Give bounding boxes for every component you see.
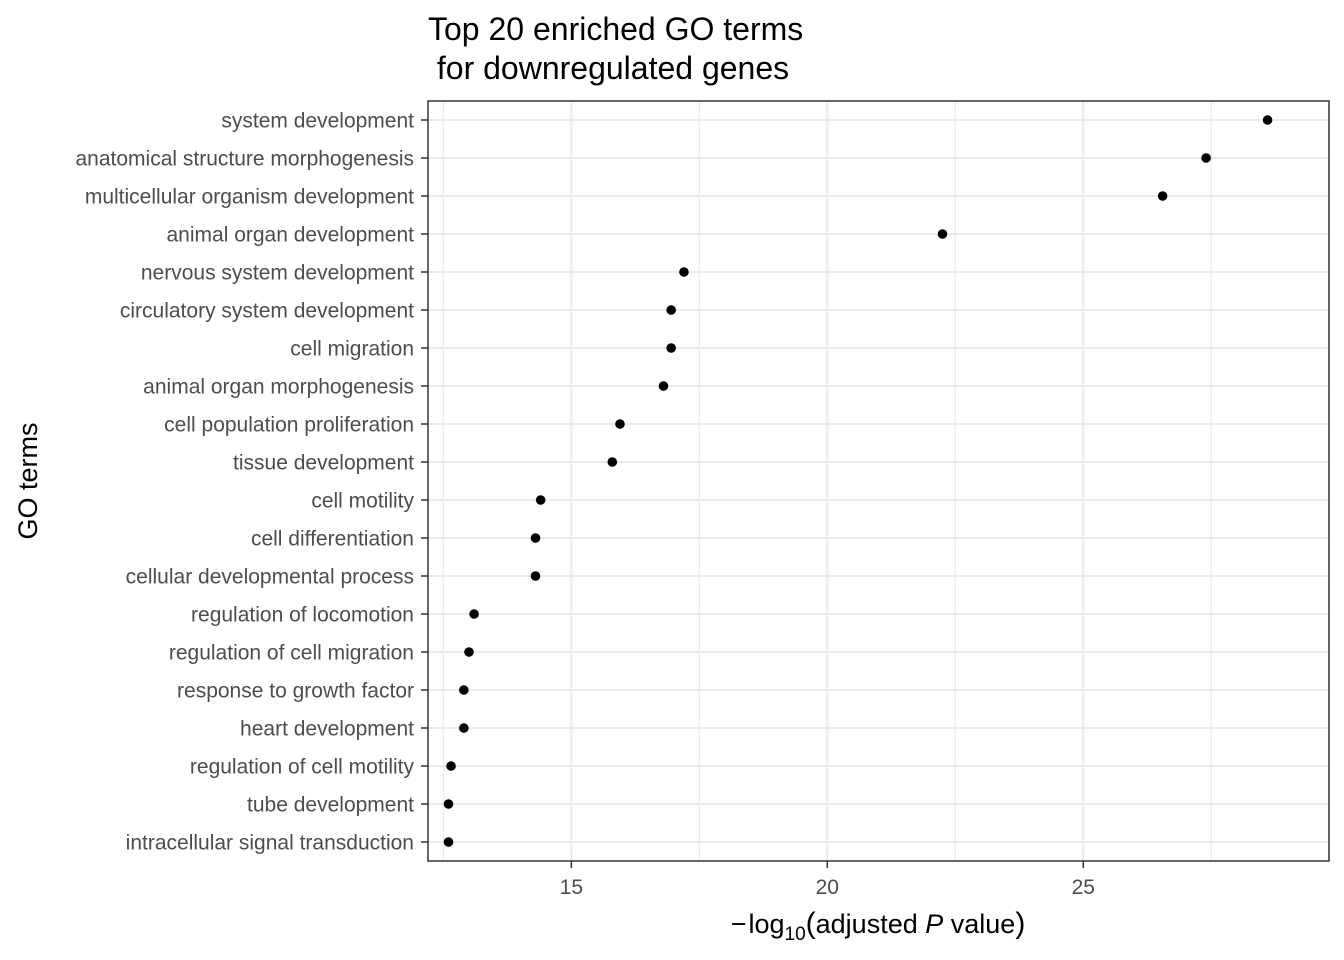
y-tick-label: regulation of cell migration <box>169 642 414 665</box>
x-axis-title-open-paren: ( <box>806 907 816 940</box>
data-points <box>443 115 1273 847</box>
grid-major <box>428 101 1329 861</box>
x-axis-title-log: log <box>748 909 784 939</box>
y-tick-label: circulatory system development <box>120 300 414 323</box>
data-point <box>1201 153 1211 163</box>
y-axis-title: GO terms <box>13 422 43 539</box>
data-point <box>607 457 618 467</box>
x-axis-ticks: 15 20 25 <box>560 861 1095 899</box>
y-tick-label: regulation of locomotion <box>191 604 414 627</box>
y-tick-label: regulation of cell motility <box>190 756 415 779</box>
data-point <box>459 723 469 733</box>
data-point <box>1157 191 1168 201</box>
y-tick-label: tissue development <box>233 452 414 475</box>
y-tick-label: multicellular organism development <box>85 186 414 209</box>
chart-title-line-2: for downregulated genes <box>428 50 789 86</box>
data-point <box>666 343 676 353</box>
data-point <box>937 229 948 239</box>
y-tick-label: nervous system development <box>141 262 414 285</box>
data-point <box>615 419 625 429</box>
y-tick-label: cell population proliferation <box>164 414 414 437</box>
data-point <box>1262 115 1273 125</box>
x-axis-title-subscript: 10 <box>785 924 806 945</box>
x-axis-title-pre: adjusted <box>816 909 926 939</box>
y-tick-label: cellular developmental process <box>126 566 414 589</box>
y-tick-label: response to growth factor <box>177 680 414 703</box>
y-tick-label: intracellular signal transduction <box>126 832 414 855</box>
data-point <box>530 533 541 543</box>
data-point <box>443 837 454 847</box>
y-axis-ticks: system development anatomical structure m… <box>75 110 428 855</box>
data-point <box>666 305 676 315</box>
x-axis-title: −log10(adjusted P value) <box>731 907 1026 945</box>
x-axis-title-close-paren: ) <box>1015 907 1025 940</box>
data-point <box>658 381 669 391</box>
chart-title-line-1: Top 20 enriched GO terms <box>428 11 803 47</box>
x-tick-label: 15 <box>560 876 583 899</box>
y-tick-label: animal organ development <box>167 224 415 247</box>
y-tick-label: system development <box>221 110 414 133</box>
y-tick-label: cell migration <box>290 338 414 361</box>
x-axis-title-minus: − <box>731 909 747 939</box>
data-point <box>464 647 474 657</box>
y-tick-label: tube development <box>247 794 414 817</box>
y-tick-label: heart development <box>240 718 414 741</box>
data-point <box>679 267 689 277</box>
data-point <box>530 571 541 581</box>
y-tick-label: cell differentiation <box>251 528 414 551</box>
data-point <box>443 799 454 809</box>
data-point <box>469 609 479 619</box>
data-point <box>446 761 456 771</box>
x-tick-label: 25 <box>1072 876 1095 899</box>
x-axis-title-italic: P <box>925 909 943 939</box>
data-point <box>459 685 469 695</box>
y-tick-label: anatomical structure morphogenesis <box>75 148 414 171</box>
panel-border <box>427 100 1330 862</box>
y-tick-label: cell motility <box>311 490 414 513</box>
x-axis-title-post: value <box>943 909 1015 939</box>
grid-minor <box>442 101 1212 861</box>
chart-title: Top 20 enriched GO terms for downregulat… <box>428 11 803 86</box>
y-tick-label: animal organ morphogenesis <box>143 376 414 399</box>
data-point <box>535 495 546 505</box>
x-tick-label: 20 <box>816 876 839 899</box>
